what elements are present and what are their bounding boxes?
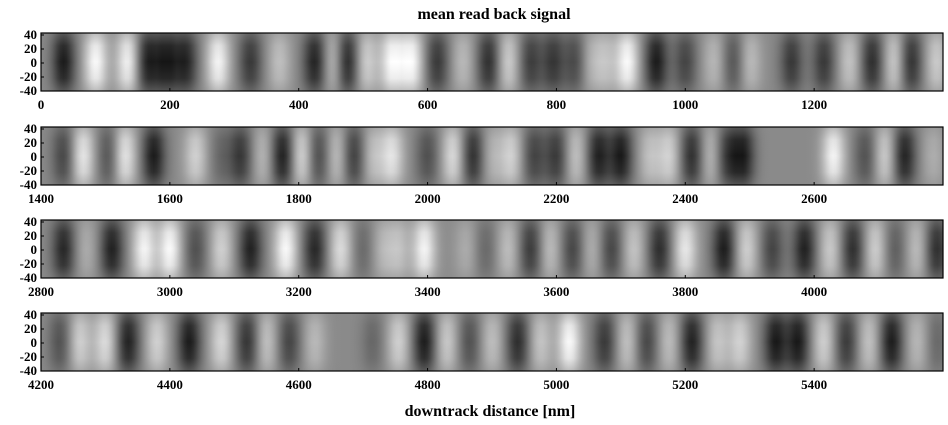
x-tick-label: 1600 [157, 191, 183, 206]
x-tick-label: 4000 [801, 284, 827, 299]
x-tick-label: 200 [160, 97, 180, 112]
panel-frame [40, 219, 944, 279]
x-axis-label: downtrack distance [nm] [405, 403, 576, 420]
y-tick-label: 0 [31, 335, 38, 350]
y-tick-label: -40 [20, 177, 37, 192]
x-tick-label: 4200 [28, 377, 54, 392]
y-tick-label: 20 [24, 135, 37, 150]
x-tick-label: 2000 [415, 191, 441, 206]
y-tick-label: 20 [24, 321, 37, 336]
panel-frame [40, 32, 944, 92]
y-tick-label: -20 [20, 256, 37, 271]
x-tick-label: 800 [547, 97, 567, 112]
y-tick-label: -20 [20, 163, 37, 178]
y-tick-label: 20 [24, 228, 37, 243]
x-tick-label: 0 [38, 97, 45, 112]
panel-frame [40, 312, 944, 372]
x-tick-label: 1800 [286, 191, 312, 206]
x-tick-label: 3200 [286, 284, 312, 299]
y-tick-label: -40 [20, 83, 37, 98]
x-tick-label: 2200 [543, 191, 569, 206]
x-tick-label: 3800 [672, 284, 698, 299]
x-tick-label: 2800 [28, 284, 54, 299]
signal-track-fade [41, 33, 943, 91]
x-tick-label: 2600 [801, 191, 827, 206]
x-tick-label: 3000 [157, 284, 183, 299]
x-tick-label: 1200 [801, 97, 827, 112]
x-tick-label: 1000 [672, 97, 698, 112]
signal-track-fade [41, 220, 943, 278]
y-tick-label: -20 [20, 69, 37, 84]
panel-frame [40, 126, 944, 186]
x-tick-label: 5400 [801, 377, 827, 392]
x-tick-label: 4400 [157, 377, 183, 392]
y-tick-label: 40 [24, 307, 37, 322]
y-tick-label: 40 [24, 214, 37, 229]
y-tick-label: -40 [20, 270, 37, 285]
y-tick-label: 0 [31, 242, 38, 257]
y-tick-label: -40 [20, 363, 37, 378]
x-tick-label: 3600 [543, 284, 569, 299]
signal-track-fade [41, 313, 943, 371]
x-tick-label: 4600 [286, 377, 312, 392]
y-tick-label: 20 [24, 41, 37, 56]
y-tick-label: 40 [24, 121, 37, 136]
signal-track-fade [41, 127, 943, 185]
x-tick-label: 400 [289, 97, 309, 112]
x-tick-label: 600 [418, 97, 438, 112]
y-tick-label: 40 [24, 27, 37, 42]
x-tick-label: 2400 [672, 191, 698, 206]
y-tick-label: -20 [20, 349, 37, 364]
x-tick-label: 3400 [415, 284, 441, 299]
y-tick-label: 0 [31, 55, 38, 70]
chart-title: mean read back signal [417, 6, 571, 23]
x-tick-label: 5000 [543, 377, 569, 392]
y-tick-label: 0 [31, 149, 38, 164]
x-tick-label: 4800 [415, 377, 441, 392]
x-tick-label: 1400 [28, 191, 54, 206]
x-tick-label: 5200 [672, 377, 698, 392]
